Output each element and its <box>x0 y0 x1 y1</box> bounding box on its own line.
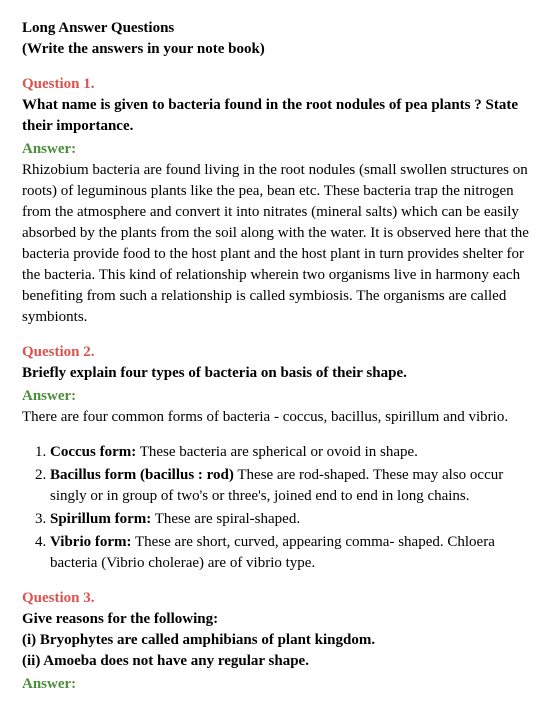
form-name: Spirillum form: <box>50 511 151 527</box>
form-desc: These bacteria are spherical or ovoid in… <box>136 444 418 460</box>
question-2-label: Question 2. <box>22 342 537 363</box>
answer-3-label: Answer: <box>22 674 537 695</box>
list-item: Bacillus form (bacillus : rod) These are… <box>50 465 537 507</box>
forms-list: Coccus form: These bacteria are spherica… <box>22 442 537 574</box>
section-heading: Long Answer Questions (Write the answers… <box>22 18 537 60</box>
heading-line2: (Write the answers in your note book) <box>22 41 265 57</box>
list-item: Spirillum form: These are spiral-shaped. <box>50 509 537 530</box>
answer-1-label: Answer: <box>22 139 537 160</box>
form-name: Vibrio form: <box>50 534 132 550</box>
question-3-label: Question 3. <box>22 588 537 609</box>
answer-2-intro: There are four common forms of bacteria … <box>22 407 537 428</box>
form-desc: These are spiral-shaped. <box>151 511 300 527</box>
answer-2-label: Answer: <box>22 386 537 407</box>
answer-1-body: Rhizobium bacteria are found living in t… <box>22 160 537 328</box>
q3-line2: (i) Bryophytes are called amphibians of … <box>22 632 375 648</box>
question-3-text: Give reasons for the following: (i) Bryo… <box>22 609 537 672</box>
heading-line1: Long Answer Questions <box>22 20 174 36</box>
question-2-text: Briefly explain four types of bacteria o… <box>22 363 537 384</box>
list-item: Vibrio form: These are short, curved, ap… <box>50 532 537 574</box>
list-item: Coccus form: These bacteria are spherica… <box>50 442 537 463</box>
q3-line3: (ii) Amoeba does not have any regular sh… <box>22 653 309 669</box>
question-1-text: What name is given to bacteria found in … <box>22 95 537 137</box>
question-1-label: Question 1. <box>22 74 537 95</box>
form-name: Coccus form: <box>50 444 136 460</box>
q3-line1: Give reasons for the following: <box>22 611 218 627</box>
form-name: Bacillus form (bacillus : rod) <box>50 467 234 483</box>
